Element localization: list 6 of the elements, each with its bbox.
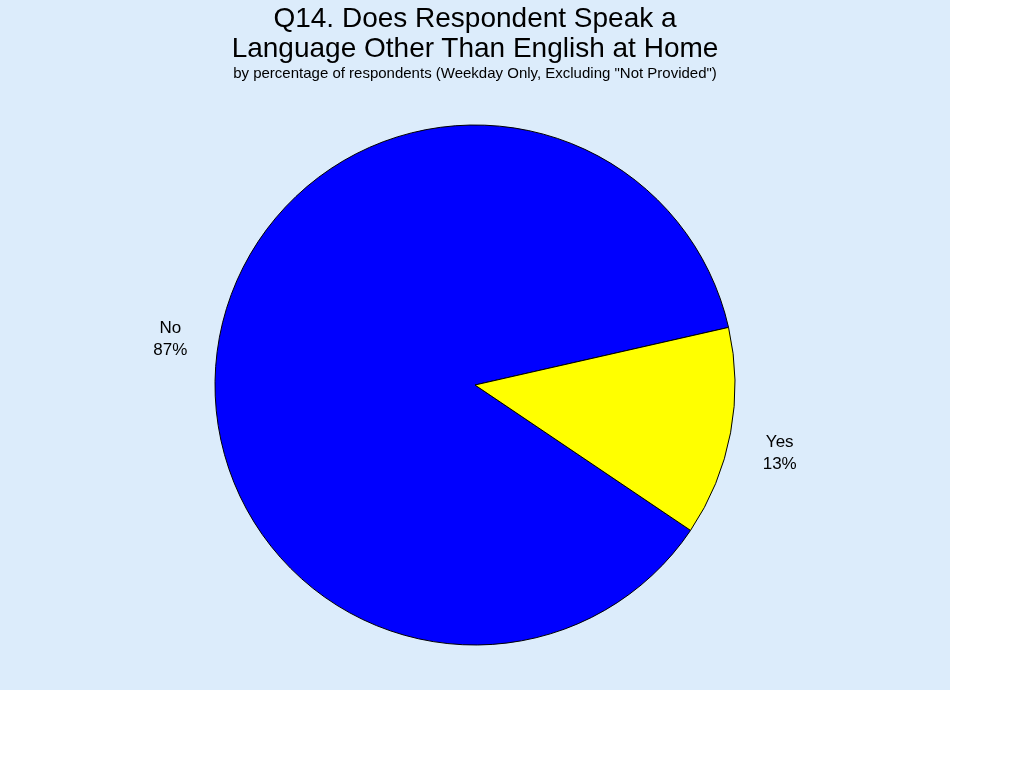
data-label: 13% bbox=[762, 454, 797, 474]
slice-label: Yes bbox=[765, 432, 794, 452]
chart-title: Q14. Does Respondent Speak a Language Other Than English at Home bbox=[231, 2, 719, 63]
data-label: 87% bbox=[153, 339, 188, 359]
slice-label: No bbox=[159, 317, 182, 337]
chart-subtitle: by percentage of respondents (Weekday Only, Excluding "Not Provided") bbox=[233, 64, 717, 81]
